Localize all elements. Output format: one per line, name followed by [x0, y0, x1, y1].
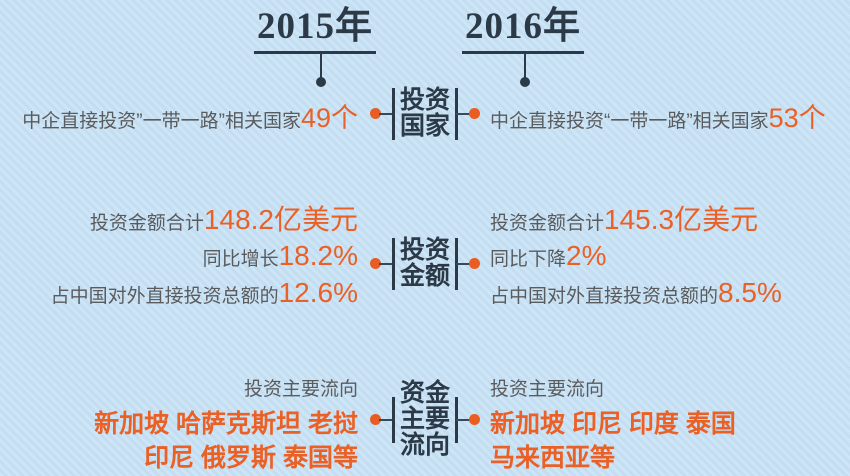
stat-2016-share: 占中国对外直接投资总额的8.5% [490, 277, 782, 309]
row-label-line: 金额 [399, 263, 450, 290]
stat-2015-amount-total: 投资金额合计148.2亿美元 [90, 198, 358, 238]
row-label-line: 主要 [399, 406, 450, 433]
connector-line-right-row1 [456, 113, 472, 115]
flow-header-2015: 投资主要流向 [243, 379, 358, 400]
year-2015-stem-dot [316, 77, 326, 87]
row-label-invest-amount: 投资 金额 [396, 238, 454, 290]
flow-2015-line1: 新加坡 哈萨克斯坦 老挝 [94, 410, 358, 438]
stat-2016-amount-total-text: 投资金额合计 [490, 213, 605, 234]
connector-dot-right-row2 [469, 258, 480, 269]
connector-bar-left-row1 [392, 88, 395, 140]
year-2016-stem-dot [520, 77, 530, 87]
connector-dot-right-row1 [469, 108, 480, 119]
stat-2016-amount-total: 投资金额合计145.3亿美元 [490, 198, 758, 238]
stat-2016-amount-total-value: 145.3亿美元 [604, 204, 759, 235]
stat-2016-countries-text: 中企直接投资“一带一路”相关国家 [490, 111, 769, 132]
connector-dot-left-row2 [370, 258, 381, 269]
stat-2016-countries: 中企直接投资“一带一路”相关国家53个 [490, 96, 826, 135]
connector-line-right-row2 [456, 263, 472, 265]
stat-2015-countries-text: 中企直接投资”一带一路”相关国家 [22, 111, 301, 132]
connector-line-right-row3 [456, 419, 472, 421]
stat-2016-decline: 同比下降2% [490, 240, 606, 272]
connector-dot-right-row3 [469, 414, 480, 425]
stat-2015-growth: 同比增长18.2% [203, 240, 358, 272]
row-label-line: 流向 [399, 432, 450, 459]
connector-line-left-row1 [379, 113, 395, 115]
year-header-2016: 2016年 [462, 5, 584, 54]
stat-2015-amount-total-text: 投资金额合计 [89, 213, 204, 234]
stat-2016-share-value: 8.5% [718, 277, 782, 308]
connector-line-left-row2 [379, 263, 395, 265]
connector-dot-left-row1 [370, 108, 381, 119]
year-header-2015: 2015年 [254, 5, 376, 54]
connector-dot-left-row3 [370, 414, 381, 425]
row-label-line: 国家 [399, 113, 450, 140]
year-2016-stem-line [524, 52, 526, 79]
flow-header-2016: 投资主要流向 [490, 379, 605, 400]
row-label-invest-countries: 投资 国家 [396, 88, 454, 140]
flow-2016-line1: 新加坡 印尼 印度 泰国 [490, 410, 736, 438]
stat-2015-growth-text: 同比增长 [202, 249, 279, 270]
stat-2015-share-value: 12.6% [278, 277, 358, 308]
stat-2015-share: 占中国对外直接投资总额的12.6% [51, 277, 358, 309]
flow-2015-line2: 印尼 俄罗斯 泰国等 [144, 444, 358, 472]
stat-2015-countries: 中企直接投资”一带一路”相关国家49个 [22, 96, 358, 135]
stat-2016-decline-value: 2% [566, 240, 607, 271]
year-2015-stem-line [320, 52, 322, 79]
stat-2015-countries-value: 49个 [300, 103, 358, 133]
stat-2015-growth-value: 18.2% [278, 240, 358, 271]
stat-2016-share-text: 占中国对外直接投资总额的 [490, 286, 719, 307]
stat-2016-countries-value: 53个 [768, 103, 826, 133]
connector-line-left-row3 [379, 419, 395, 421]
connector-bar-left-row3 [392, 397, 395, 443]
stat-2015-amount-total-value: 148.2亿美元 [203, 204, 358, 235]
row-label-line: 投资 [399, 237, 450, 264]
flow-2016-line2: 马来西亚等 [490, 444, 616, 472]
stat-2015-share-text: 占中国对外直接投资总额的 [50, 286, 279, 307]
stat-2016-decline-text: 同比下降 [490, 249, 567, 270]
row-label-line: 投资 [399, 87, 450, 114]
row-label-line: 资金 [399, 380, 450, 407]
row-label-main-flows: 资金 主要 流向 [396, 381, 454, 459]
connector-bar-left-row2 [392, 238, 395, 290]
